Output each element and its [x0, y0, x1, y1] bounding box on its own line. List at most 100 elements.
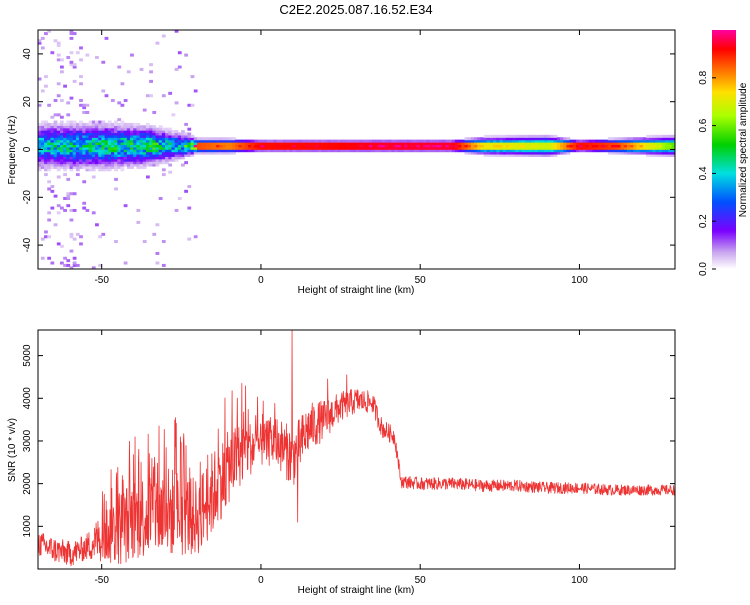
heatmap-cell — [499, 151, 504, 155]
heatmap-cell — [136, 142, 141, 146]
heatmap-cell — [639, 146, 644, 150]
heatmap-cell — [190, 134, 195, 138]
heatmap-cell — [168, 163, 173, 167]
spectrogram-x-tick-label: 0 — [258, 275, 264, 286]
heatmap-cell — [63, 256, 67, 260]
heatmap-cell — [82, 163, 87, 167]
heatmap-cell — [569, 139, 574, 143]
heatmap-cell — [190, 142, 195, 146]
heatmap-cell — [136, 149, 141, 153]
heatmap-cell — [85, 125, 90, 129]
heatmap-cell — [161, 137, 166, 141]
heatmap-cell — [56, 175, 61, 179]
heatmap-cell — [630, 142, 634, 146]
heatmap-cell — [343, 142, 348, 146]
heatmap-cell — [104, 130, 109, 134]
heatmap-cell — [69, 144, 74, 148]
heatmap-cell — [505, 153, 510, 157]
heatmap-cell — [47, 256, 52, 260]
heatmap-cell — [528, 153, 532, 157]
heatmap-cell — [324, 149, 329, 153]
heatmap-cell — [174, 142, 179, 146]
heatmap-cell — [620, 151, 625, 155]
heatmap-cell — [489, 144, 494, 148]
heatmap-cell — [117, 137, 122, 141]
heatmap-cell — [91, 137, 96, 141]
heatmap-cell — [161, 158, 166, 162]
heatmap-cell — [292, 139, 297, 143]
heatmap-cell — [117, 65, 122, 69]
heatmap-cell — [104, 163, 109, 167]
heatmap-cell — [658, 153, 663, 157]
heatmap-cell — [384, 139, 389, 143]
spectrogram-x-tick-label: -50 — [94, 275, 109, 286]
heatmap-cell — [44, 127, 48, 131]
heatmap-cell — [56, 132, 61, 136]
heatmap-cell — [91, 120, 96, 124]
heatmap-cell — [91, 151, 96, 155]
heatmap-cell — [66, 134, 71, 138]
heatmap-cell — [145, 156, 150, 160]
heatmap-cell — [540, 134, 545, 138]
heatmap-cell — [588, 139, 593, 143]
heatmap-cell — [44, 132, 48, 136]
heatmap-cell — [152, 110, 157, 114]
heatmap-cell — [550, 142, 555, 146]
heatmap-cell — [649, 151, 654, 155]
heatmap-cell — [133, 153, 138, 157]
heatmap-cell — [82, 161, 87, 165]
heatmap-cell — [448, 142, 453, 146]
heatmap-cell — [512, 139, 517, 143]
heatmap-cell — [114, 187, 118, 191]
heatmap-cell — [56, 242, 61, 246]
heatmap-cell — [244, 142, 249, 146]
heatmap-cell — [72, 208, 77, 212]
heatmap-cell — [553, 139, 558, 143]
heatmap-cell — [107, 134, 112, 138]
heatmap-cell — [123, 261, 128, 265]
heatmap-cell — [187, 132, 192, 136]
heatmap-cell — [79, 149, 83, 153]
heatmap-cell — [155, 139, 160, 143]
heatmap-cell — [88, 146, 93, 150]
heatmap-cell — [601, 139, 606, 143]
heatmap-cell — [547, 144, 552, 148]
heatmap-cell — [537, 142, 542, 146]
heatmap-cell — [110, 144, 115, 148]
heatmap-cell — [668, 146, 673, 150]
heatmap-cell — [531, 142, 536, 146]
heatmap-cell — [69, 137, 74, 141]
heatmap-cell — [114, 240, 118, 244]
heatmap-cell — [489, 142, 494, 146]
heatmap-cell — [391, 144, 396, 148]
heatmap-cell — [171, 144, 176, 148]
heatmap-cell — [72, 192, 77, 196]
heatmap-cell — [123, 137, 128, 141]
heatmap-cell — [117, 151, 122, 155]
heatmap-cell — [47, 158, 52, 162]
heatmap-cell — [145, 144, 150, 148]
heatmap-cell — [572, 139, 577, 143]
heatmap-cell — [445, 142, 450, 146]
heatmap-cell — [75, 125, 80, 129]
heatmap-cell — [442, 139, 446, 143]
heatmap-cell — [190, 149, 195, 153]
heatmap-cell — [104, 127, 109, 131]
heatmap-cell — [308, 149, 313, 153]
heatmap-cell — [174, 101, 179, 105]
heatmap-cell — [53, 163, 58, 167]
heatmap-cell — [642, 149, 647, 153]
heatmap-cell — [330, 144, 335, 148]
heatmap-cell — [604, 139, 609, 143]
heatmap-cell — [120, 165, 125, 169]
heatmap-cell — [114, 127, 118, 131]
heatmap-cell — [44, 144, 48, 148]
heatmap-cell — [617, 146, 622, 150]
heatmap-cell — [289, 144, 294, 148]
heatmap-cell — [607, 149, 612, 153]
heatmap-cell — [247, 146, 252, 150]
heatmap-cell — [117, 127, 122, 131]
heatmap-cell — [85, 153, 90, 157]
heatmap-cell — [75, 232, 80, 236]
heatmap-cell — [591, 146, 596, 150]
